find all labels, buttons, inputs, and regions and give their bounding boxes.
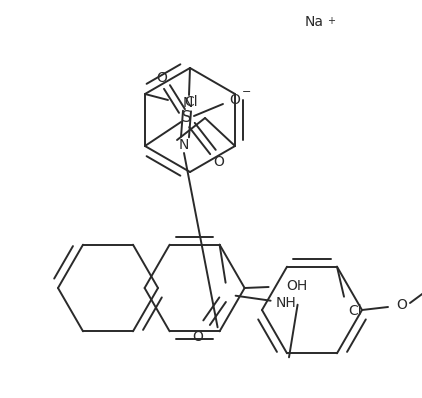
Text: Cl: Cl xyxy=(184,95,198,109)
Text: O: O xyxy=(157,71,168,85)
Text: O: O xyxy=(397,298,407,312)
Text: Na: Na xyxy=(305,15,324,29)
Text: O: O xyxy=(230,93,241,107)
Text: O: O xyxy=(192,330,203,344)
Text: N: N xyxy=(179,138,189,152)
Text: Cl: Cl xyxy=(348,304,362,318)
Text: O: O xyxy=(214,155,225,169)
Text: +: + xyxy=(327,16,335,26)
Text: −: − xyxy=(242,87,252,97)
Text: OH: OH xyxy=(286,279,307,293)
Text: S: S xyxy=(182,111,192,125)
Text: NH: NH xyxy=(275,296,296,310)
Text: N: N xyxy=(183,96,193,110)
